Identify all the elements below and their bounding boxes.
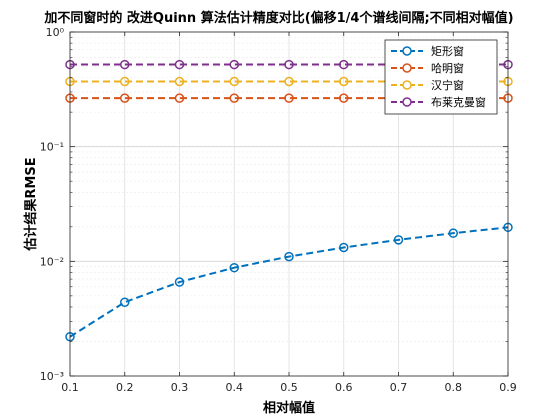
data-point [448,228,458,238]
y-tick-label: 10⁻³ [40,370,64,383]
data-point [284,59,294,70]
x-tick-label: 0.4 [226,381,244,394]
data-point [339,242,349,253]
data-point [174,93,185,103]
data-point [120,93,130,103]
legend-label: 汉宁窗 [431,78,464,92]
data-point [120,76,130,87]
data-point [393,235,404,245]
data-point [339,59,349,70]
y-tick-label: 10⁻¹ [40,141,64,154]
data-point [120,59,130,70]
y-axis-label: 估计结果RMSE [23,157,39,251]
data-point [339,93,349,103]
data-point [174,277,185,287]
legend-item: 哈明窗 [391,61,464,75]
legend-label: 哈明窗 [431,61,464,75]
ticks: 0.1 0.2 0.3 0.4 0.5 0.6 0.7 0.8 0.9 10⁻³ 10⁻² 10⁻¹ 1… [40,26,517,394]
x-axis-label: 相对幅值 [263,400,315,416]
legend-marker [402,97,412,107]
data-point [229,76,239,87]
data-point [174,59,185,70]
x-tick-label: 0.7 [390,381,408,394]
data-point [284,76,294,87]
x-tick-label: 0.8 [445,381,463,394]
legend-item: 布莱克曼窗 [391,95,486,109]
data-point [339,76,349,87]
series-line [69,226,509,338]
data-point [284,251,294,262]
data-point [174,76,185,87]
x-tick-label: 0.5 [280,381,298,394]
y-tick-label: 10⁰ [46,26,65,39]
legend-item: 矩形窗 [391,44,464,58]
x-tick-label: 0.2 [116,381,134,394]
y-tick-label: 10⁻² [40,255,64,268]
legend-marker [402,63,412,73]
legend-label: 矩形窗 [431,44,464,58]
data-point [229,262,239,273]
x-tick-label: 0.1 [61,381,79,394]
x-tick-label: 0.9 [499,381,517,394]
legend-marker [402,80,412,90]
data-point [229,93,239,103]
chart-title: 加不同窗时的 改进Quinn 算法估计精度对比(偏移1/4个谱线间隔;不同相对幅… [43,10,513,26]
data-point [229,59,239,70]
x-tick-label: 0.6 [335,381,353,394]
legend-label: 布莱克曼窗 [431,95,486,109]
data-point [120,297,130,307]
x-tick-label: 0.3 [171,381,189,394]
data-point [284,93,294,103]
legend-item: 汉宁窗 [391,78,464,92]
legend-marker [402,46,412,56]
